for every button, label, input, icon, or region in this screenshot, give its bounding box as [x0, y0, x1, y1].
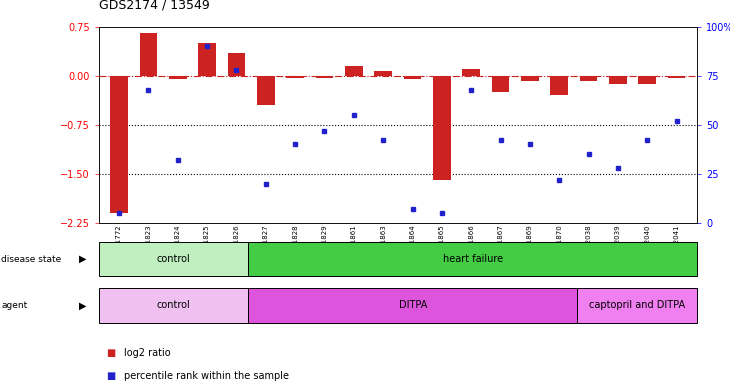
- Bar: [248, 242, 697, 276]
- Text: control: control: [156, 300, 191, 310]
- Bar: [286, 76, 304, 78]
- Bar: [99, 242, 248, 276]
- Bar: [345, 66, 363, 76]
- Text: DITPA: DITPA: [399, 300, 427, 310]
- Text: GDS2174 / 13549: GDS2174 / 13549: [99, 0, 210, 12]
- Text: disease state: disease state: [1, 255, 62, 264]
- Bar: [550, 76, 568, 96]
- Text: captopril and DITPA: captopril and DITPA: [589, 300, 685, 310]
- Bar: [315, 76, 334, 78]
- Bar: [169, 76, 187, 79]
- Bar: [668, 76, 685, 78]
- Bar: [228, 53, 245, 76]
- Bar: [433, 76, 450, 180]
- Bar: [609, 76, 627, 84]
- Bar: [99, 288, 248, 323]
- Bar: [404, 76, 421, 79]
- Bar: [110, 76, 128, 213]
- Text: percentile rank within the sample: percentile rank within the sample: [124, 371, 289, 381]
- Bar: [248, 288, 577, 323]
- Text: ▶: ▶: [79, 254, 86, 264]
- Bar: [257, 76, 274, 105]
- Bar: [580, 76, 597, 81]
- Bar: [521, 76, 539, 81]
- Text: agent: agent: [1, 301, 28, 310]
- Text: log2 ratio: log2 ratio: [124, 348, 171, 358]
- Bar: [577, 288, 697, 323]
- Text: heart failure: heart failure: [442, 254, 503, 264]
- Bar: [374, 71, 392, 76]
- Bar: [639, 76, 656, 84]
- Text: control: control: [156, 254, 191, 264]
- Bar: [199, 43, 216, 76]
- Bar: [492, 76, 510, 92]
- Text: ▶: ▶: [79, 300, 86, 310]
- Bar: [139, 33, 157, 76]
- Text: ■: ■: [106, 348, 115, 358]
- Text: ■: ■: [106, 371, 115, 381]
- Bar: [462, 70, 480, 76]
